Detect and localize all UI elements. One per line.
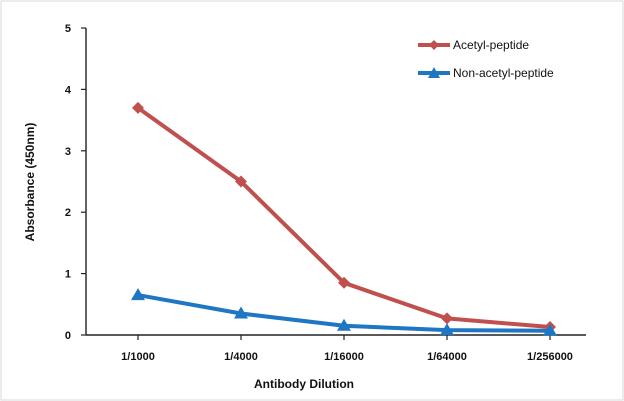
y-axis-ticks: 0 1 2 3 4 5 <box>65 23 86 342</box>
legend-triangle-icon <box>428 67 440 78</box>
x-tick-label: 1/4000 <box>224 351 258 363</box>
x-axis-title: Antibody Dilution <box>254 377 354 391</box>
data-point-non-acetyl-peptide <box>234 306 248 319</box>
y-tick-label: 1 <box>65 269 71 281</box>
data-point-acetyl-peptide <box>132 101 144 114</box>
data-point-non-acetyl-peptide <box>440 323 454 336</box>
y-axis-title: Absorbance (450nm) <box>23 123 37 242</box>
series-layer <box>131 101 557 336</box>
x-tick-label: 1/256000 <box>527 351 573 363</box>
x-tick-label: 1/1000 <box>121 351 155 363</box>
data-point-non-acetyl-peptide <box>543 323 557 336</box>
y-tick-label: 2 <box>65 207 71 219</box>
y-tick-label: 3 <box>65 146 71 158</box>
x-tick-label: 1/16000 <box>324 351 364 363</box>
legend: Acetyl-peptide Non-acetyl-peptide <box>418 38 554 80</box>
legend-label-acetyl-peptide: Acetyl-peptide <box>453 38 529 52</box>
legend-label-non-acetyl-peptide: Non-acetyl-peptide <box>453 66 554 80</box>
data-point-acetyl-peptide <box>235 175 247 188</box>
x-tick-label: 1/64000 <box>427 351 467 363</box>
y-tick-label: 0 <box>65 330 71 342</box>
y-tick-label: 5 <box>65 23 71 35</box>
legend-diamond-icon <box>429 40 439 50</box>
data-point-non-acetyl-peptide <box>337 318 351 331</box>
data-point-non-acetyl-peptide <box>131 288 145 301</box>
x-axis-ticks: 1/1000 1/4000 1/16000 1/64000 1/256000 <box>121 335 573 363</box>
data-point-acetyl-peptide <box>338 276 350 289</box>
y-tick-label: 4 <box>65 84 72 96</box>
data-point-acetyl-peptide <box>441 312 453 325</box>
